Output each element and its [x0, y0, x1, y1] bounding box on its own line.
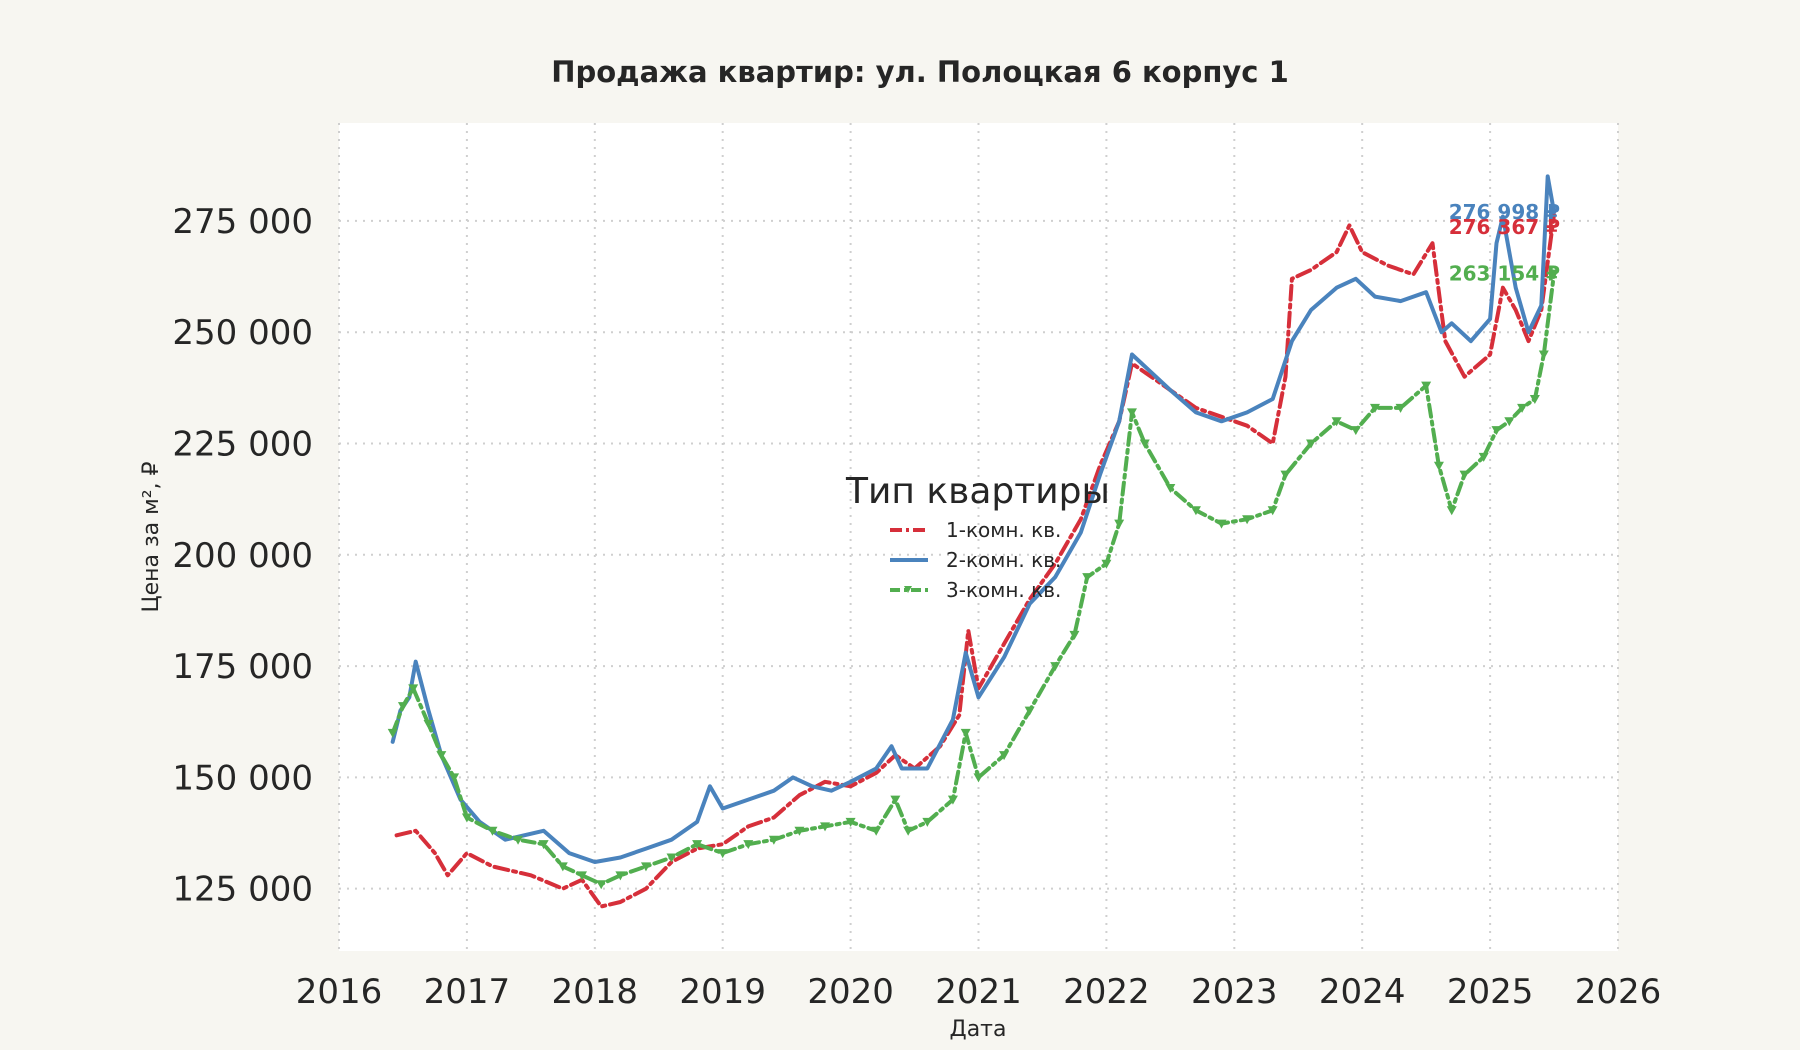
series-3-marker [1549, 269, 1560, 279]
end-label-2: 276 998 ₽ [1449, 200, 1560, 224]
series-3-marker [1165, 484, 1176, 494]
series-3-marker [1242, 515, 1253, 525]
series-3-marker [538, 840, 549, 850]
series-3-marker [871, 826, 882, 836]
series-3-marker [1280, 470, 1291, 480]
grid [338, 123, 1619, 951]
series-3-marker [1306, 439, 1317, 449]
series-3-marker [692, 840, 703, 850]
end-label-3: 263 154 ₽ [1449, 262, 1560, 286]
series-3-marker [1082, 573, 1093, 583]
series-3-marker [1459, 470, 1470, 480]
series-3-marker [1216, 519, 1227, 529]
series-3-marker [743, 840, 754, 850]
legend-item-1room: 1-комн. кв. [946, 518, 1061, 542]
series-3-marker [1369, 403, 1380, 413]
series-line-2 [390, 174, 1556, 864]
y-tick-label: 175 000 [172, 647, 313, 687]
series-3-marker [1050, 662, 1061, 672]
series-3-marker [1446, 506, 1457, 516]
series-3-marker [1126, 408, 1137, 418]
legend: Тип квартиры 1-комн. кв. 2-комн. кв. 3-к… [845, 471, 1110, 602]
x-axis-label: Дата [950, 1017, 1007, 1042]
series-3-marker [717, 849, 728, 859]
series-3-marker [1421, 381, 1432, 391]
series-3-marker [890, 795, 901, 805]
chart-title: Продажа квартир: ул. Полоцкая 6 корпус 1 [551, 55, 1289, 89]
series-3-marker [487, 826, 498, 836]
series-3-marker [903, 826, 914, 836]
series-3-marker [1504, 417, 1515, 427]
x-tick-label: 2019 [679, 972, 766, 1012]
series-3-marker [513, 835, 524, 845]
series-3-marker [1395, 403, 1406, 413]
series-3-marker [1517, 403, 1528, 413]
x-tick-label: 2017 [424, 972, 511, 1012]
series-lines [387, 174, 1560, 909]
y-tick-label: 125 000 [172, 870, 313, 910]
series-3-marker [947, 795, 958, 805]
series-3-marker [973, 773, 984, 783]
series-3-marker [596, 880, 607, 890]
series-3-marker [1190, 506, 1201, 516]
series-3-marker [397, 702, 408, 712]
end-label-1: 276 367 ₽ [1449, 215, 1560, 239]
series-3-marker [640, 862, 651, 872]
series-3-marker [1350, 426, 1361, 436]
series-3-marker [1529, 395, 1540, 404]
end-labels: 276 367 ₽276 998 ₽ 263 154 ₽ [1449, 200, 1560, 286]
y-tick-label: 200 000 [172, 536, 313, 576]
y-tick-label: 150 000 [172, 758, 313, 798]
series-3-marker [1538, 350, 1549, 360]
series-3-marker [1024, 706, 1035, 716]
x-tick-label: 2025 [1447, 972, 1534, 1012]
series-3-marker [1139, 439, 1150, 449]
series-3-marker [615, 871, 626, 881]
series-3-marker [387, 728, 398, 738]
series-3-marker [1331, 417, 1342, 427]
series-3-marker [408, 684, 419, 694]
series-3-marker [820, 822, 831, 832]
x-tick-label: 2026 [1575, 972, 1662, 1012]
x-tick-label: 2024 [1319, 972, 1406, 1012]
series-3-marker [436, 751, 447, 761]
series-3-marker [1114, 519, 1125, 529]
y-axis-label: Цена за м², ₽ [139, 461, 164, 612]
legend-item-3room: 3-комн. кв. [946, 578, 1061, 602]
series-3-marker [768, 835, 779, 845]
y-tick-label: 225 000 [172, 425, 313, 465]
legend-title: Тип квартиры [845, 471, 1110, 512]
x-tick-label: 2018 [552, 972, 639, 1012]
x-tick-label: 2021 [935, 972, 1022, 1012]
series-3-marker [449, 773, 460, 783]
x-tick-label: 2020 [807, 972, 894, 1012]
series-3-marker [1491, 426, 1502, 436]
legend-marker-3room [904, 586, 912, 593]
series-3-marker [1433, 461, 1444, 471]
series-3-marker [423, 719, 434, 729]
series-3-marker [577, 871, 588, 881]
series-3-marker [1101, 559, 1112, 569]
y-tick-label: 250 000 [172, 313, 313, 353]
axis-ticks: 2016 2017 2018 2019 2020 2021 2022 2023 2024 2025… [172, 202, 1661, 1012]
series-3-marker [557, 862, 568, 872]
series-3-marker [794, 826, 805, 836]
series-3-marker [461, 813, 472, 823]
x-tick-label: 2023 [1191, 972, 1278, 1012]
series-3-marker [1267, 506, 1278, 516]
x-tick-label: 2022 [1063, 972, 1150, 1012]
series-3-marker [999, 751, 1010, 761]
series-3-marker [845, 817, 856, 827]
series-3-marker [1478, 452, 1489, 462]
series-3-marker [1069, 630, 1080, 640]
y-tick-label: 275 000 [172, 202, 313, 242]
legend-item-2room: 2-комн. кв. [946, 548, 1061, 572]
series-line-1 [394, 212, 1556, 909]
series-3-marker [960, 728, 971, 738]
x-tick-label: 2016 [296, 972, 383, 1012]
series-3-marker [666, 853, 677, 863]
series-3-marker [922, 817, 933, 827]
